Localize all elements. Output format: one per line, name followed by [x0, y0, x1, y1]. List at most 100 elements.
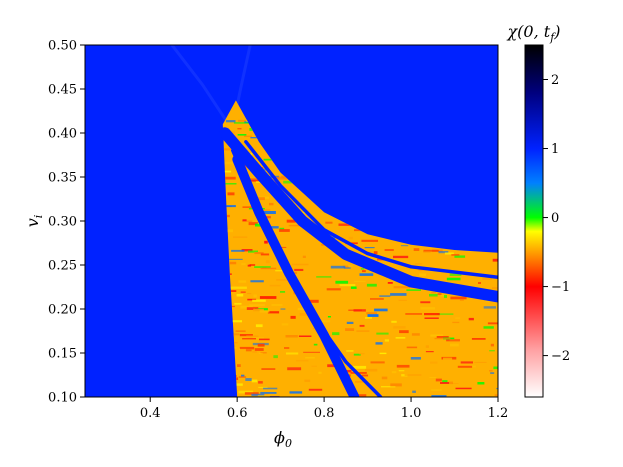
texture-speckle	[399, 330, 409, 334]
texture-speckle	[287, 367, 302, 371]
texture-speckle	[252, 299, 266, 302]
texture-speckle	[273, 355, 278, 359]
texture-speckle	[298, 335, 312, 337]
texture-speckle	[398, 370, 405, 372]
texture-speckle	[285, 335, 298, 338]
texture-speckle	[355, 381, 365, 383]
texture-speckle	[269, 284, 281, 287]
texture-speckle	[252, 351, 258, 353]
texture-speckle	[346, 321, 354, 324]
texture-speckle	[348, 236, 353, 240]
texture-speckle	[248, 222, 258, 226]
texture-speckle	[379, 352, 387, 355]
texture-speckle	[259, 338, 270, 341]
colorbar-tick-label: −1	[551, 280, 570, 295]
texture-speckle	[318, 371, 322, 374]
texture-speckle	[375, 342, 383, 345]
texture-speckle	[290, 315, 296, 319]
texture-speckle	[296, 359, 309, 362]
faint-streak	[170, 45, 230, 126]
texture-speckle	[222, 161, 233, 165]
texture-speckle	[440, 294, 448, 297]
y-tick-label: 0.50	[48, 39, 77, 54]
texture-speckle	[391, 371, 397, 374]
texture-speckle	[227, 192, 235, 196]
texture-speckle	[471, 338, 486, 340]
texture-speckle	[330, 265, 346, 269]
texture-speckle	[395, 337, 406, 339]
texture-speckle	[253, 197, 265, 201]
texture-speckle	[366, 283, 377, 287]
texture-speckle	[237, 134, 247, 136]
x-tick-label: 1.0	[401, 406, 422, 421]
texture-speckle	[280, 291, 286, 293]
y-tick-label: 0.40	[48, 127, 77, 142]
colorbar-ticks: −2 −1 0 1 2	[543, 73, 570, 364]
texture-speckle	[242, 220, 253, 222]
texture-speckle	[354, 280, 366, 282]
texture-speckle	[387, 282, 393, 284]
texture-speckle	[420, 307, 435, 310]
texture-speckle	[260, 392, 277, 394]
texture-speckle	[257, 343, 265, 347]
texture-speckle	[338, 223, 352, 226]
texture-speckle	[342, 265, 350, 269]
texture-speckle	[260, 352, 267, 354]
texture-speckle	[235, 330, 246, 332]
texture-speckle	[401, 374, 408, 377]
texture-speckle	[233, 122, 251, 124]
texture-speckle	[269, 202, 274, 206]
texture-speckle	[434, 337, 451, 340]
texture-speckle	[234, 302, 242, 305]
texture-speckle	[381, 376, 388, 380]
colorbar-tick-label: 1	[551, 142, 559, 157]
texture-speckle	[313, 343, 318, 346]
texture-speckle	[274, 176, 289, 180]
x-tick-label: 0.8	[314, 406, 335, 421]
colorbar-label: χ(0, tf)	[506, 22, 560, 44]
texture-speckle	[393, 255, 409, 259]
texture-speckle	[242, 219, 247, 222]
texture-speckle	[412, 390, 416, 393]
texture-speckle	[444, 295, 447, 298]
texture-speckle	[431, 292, 436, 294]
texture-speckle	[271, 304, 283, 306]
colorbar-tick-label: −2	[551, 349, 570, 364]
texture-speckle	[335, 280, 349, 284]
texture-speckle	[431, 395, 447, 397]
y-tick-label: 0.10	[48, 391, 77, 406]
colorbar-tick-label: 0	[551, 211, 559, 226]
texture-speckle	[448, 381, 453, 385]
texture-speckle	[494, 394, 498, 397]
texture-speckle	[238, 376, 247, 378]
texture-speckle	[419, 273, 426, 277]
texture-speckle	[430, 361, 438, 364]
texture-speckle	[469, 365, 476, 368]
texture-speckle	[332, 332, 340, 336]
texture-speckle	[482, 278, 492, 280]
texture-speckle	[404, 374, 422, 376]
texture-speckle	[303, 351, 320, 353]
texture-speckle	[493, 366, 498, 370]
colorbar: −2 −1 0 1 2 χ(0, tf)	[506, 22, 570, 398]
texture-speckle	[450, 296, 467, 300]
texture-speckle	[370, 298, 384, 300]
texture-speckle	[241, 374, 245, 377]
texture-speckle	[423, 251, 431, 253]
texture-speckle	[247, 293, 252, 295]
texture-speckle	[321, 320, 331, 323]
texture-speckle	[400, 245, 409, 247]
texture-speckle	[245, 378, 252, 381]
texture-speckle	[231, 249, 245, 252]
texture-speckle	[254, 348, 264, 351]
texture-speckle	[222, 170, 232, 173]
texture-speckle	[497, 331, 498, 334]
texture-speckle	[364, 247, 375, 249]
texture-speckle	[286, 219, 296, 223]
texture-speckle	[411, 333, 420, 336]
texture-speckle	[258, 386, 268, 388]
texture-speckle	[396, 364, 410, 368]
texture-speckle	[381, 386, 396, 388]
texture-speckle	[352, 365, 367, 369]
